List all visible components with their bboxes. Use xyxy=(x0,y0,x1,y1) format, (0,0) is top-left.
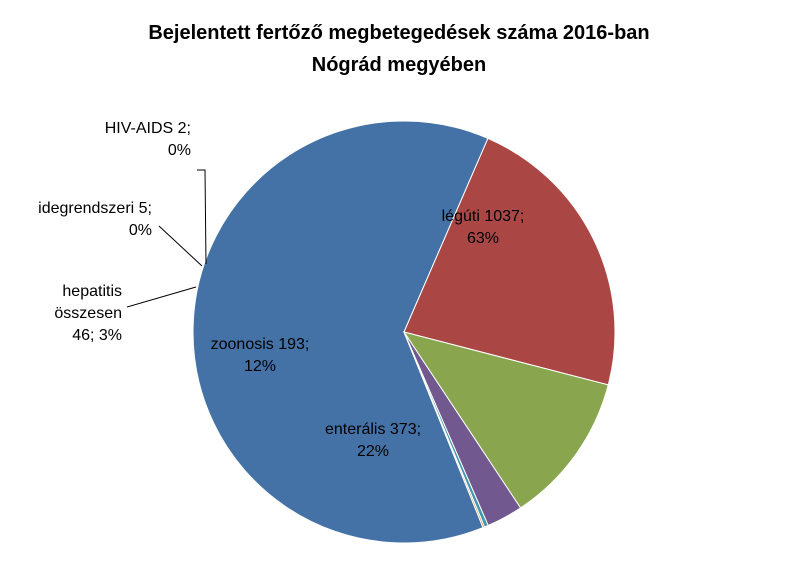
leader-line-hiv-aids xyxy=(197,169,207,265)
leader-line-idegrendszeri xyxy=(158,225,203,267)
data-label-idegrendszeri: idegrendszeri 5; 0% xyxy=(38,200,152,239)
chart-title-line-1: Bejelentett fertőző megbetegedések száma… xyxy=(148,22,649,44)
pie-slice-leguti xyxy=(192,120,489,544)
leader-line-hepatitis-osszesen xyxy=(126,286,197,308)
data-label-zoonosis: zoonosis 193; 12% xyxy=(211,336,310,375)
leader-lines xyxy=(126,169,207,308)
data-label-leguti: légúti 1037; 63% xyxy=(442,208,525,247)
data-labels: légúti 1037; 63% enterális 373; 22% zoonosis… xyxy=(38,120,524,460)
pie-slice-hiv-aids xyxy=(403,331,486,529)
pie-slices xyxy=(192,120,616,544)
data-label-hiv-aids: HIV-AIDS 2; 0% xyxy=(105,120,191,159)
data-label-enteralis: enterális 373; 22% xyxy=(325,421,421,460)
pie-slice-enteralis xyxy=(403,137,616,386)
data-label-hepatitis-osszesen: hepatitis összesen 46; 3% xyxy=(54,283,122,344)
pie-slice-zoonosis xyxy=(402,331,609,509)
chart-title-line-2: Nógrád megyében xyxy=(312,54,486,76)
